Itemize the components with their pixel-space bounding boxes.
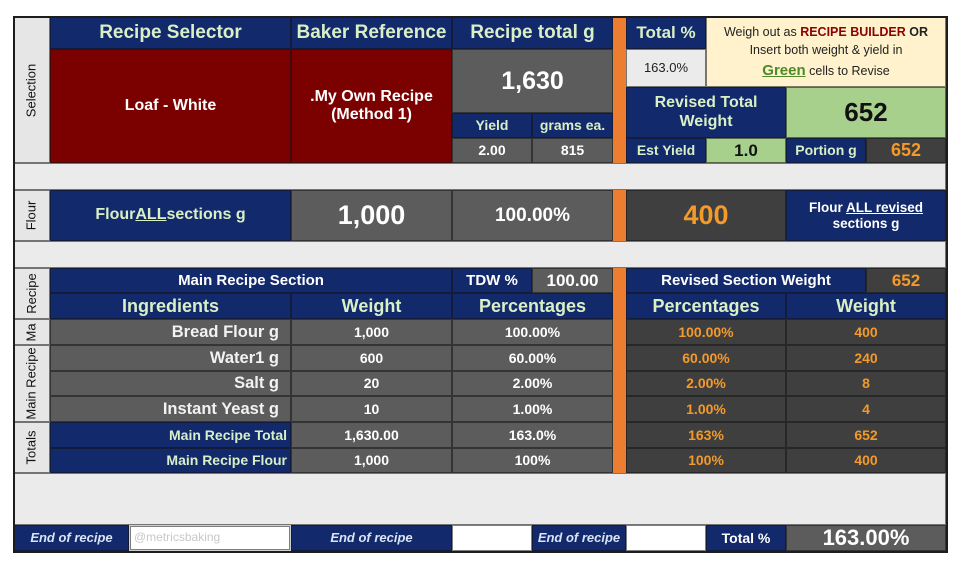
blank-cell: [452, 525, 532, 551]
ingredient-revised-weight: 240: [786, 345, 946, 371]
totals-weight: 1,630.00: [291, 422, 452, 448]
ingredient-revised-percent: 60.00%: [626, 345, 786, 371]
yield-label: Yield: [452, 113, 532, 138]
totals-revised-percent: 100%: [626, 448, 786, 473]
ma-side-label: Ma: [14, 319, 50, 345]
revised-section-weight-label: Revised Section Weight: [626, 268, 866, 293]
ingredient-percent: 2.00%: [452, 371, 613, 396]
totals-revised-percent: 163%: [626, 422, 786, 448]
ingredient-weight: 1,000: [291, 319, 452, 345]
est-yield-input[interactable]: 1.0: [706, 138, 786, 163]
ingredient-weight: 600: [291, 345, 452, 371]
orange-divider: [613, 17, 626, 163]
ingredient-revised-weight: 400: [786, 319, 946, 345]
ingredient-percent: 1.00%: [452, 396, 613, 422]
ingredient-name: Instant Yeast g: [50, 396, 291, 422]
spacer-row: [14, 163, 946, 190]
ingredient-weight: 20: [291, 371, 452, 396]
recipe-total-header: Recipe total g: [452, 17, 613, 49]
blank-cell: [626, 525, 706, 551]
col-percentages: Percentages: [452, 293, 613, 319]
instruction-note: Weigh out as RECIPE BUILDER OR Insert bo…: [706, 17, 946, 87]
ingredient-revised-weight: 4: [786, 396, 946, 422]
col-revised-percentages: Percentages: [626, 293, 786, 319]
revised-total-weight-label: Revised Total Weight: [626, 87, 786, 138]
totals-revised-weight: 652: [786, 422, 946, 448]
ingredient-percent: 100.00%: [452, 319, 613, 345]
recipe-total-value: 1,630: [452, 49, 613, 113]
revised-section-weight-value: 652: [866, 268, 946, 293]
revised-total-weight-input[interactable]: 652: [786, 87, 946, 138]
portion-label: Portion g: [786, 138, 866, 163]
orange-divider: [613, 190, 626, 241]
end-of-recipe-label: End of recipe: [532, 525, 626, 551]
spacer-row: [14, 473, 946, 525]
ingredient-weight: 10: [291, 396, 452, 422]
ingredient-name: Salt g: [50, 371, 291, 396]
grams-each-label: grams ea.: [532, 113, 613, 138]
tdw-label: TDW %: [452, 268, 532, 293]
ingredient-revised-weight: 8: [786, 371, 946, 396]
recipe-selector-header: Recipe Selector: [50, 17, 291, 49]
recipe-select-dropdown[interactable]: Loaf - White: [50, 49, 291, 163]
flour-revised-value: 400: [626, 190, 786, 241]
est-yield-label: Est Yield: [626, 138, 706, 163]
flour-revised-label: Flour ALL revised sections g: [786, 190, 946, 241]
totals-name: Main Recipe Flour: [50, 448, 291, 473]
totals-revised-weight: 400: [786, 448, 946, 473]
flour-all-percent: 100.00%: [452, 190, 613, 241]
flour-all-value: 1,000: [291, 190, 452, 241]
flour-all-sections-label: Flour ALL sections g: [50, 190, 291, 241]
footer-total-percent-value: 163.00%: [786, 525, 946, 551]
baker-reference-header: Baker Reference: [291, 17, 452, 49]
ingredient-revised-percent: 100.00%: [626, 319, 786, 345]
ingredient-percent: 60.00%: [452, 345, 613, 371]
watermark-text: @metricsbaking: [129, 525, 291, 551]
main-recipe-side-label: Main Recipe: [14, 345, 50, 422]
col-ingredients: Ingredients: [50, 293, 291, 319]
totals-side-label: Totals: [14, 422, 50, 473]
flour-side-label: Flour: [14, 190, 50, 241]
footer-total-percent-label: Total %: [706, 525, 786, 551]
totals-weight: 1,000: [291, 448, 452, 473]
total-percent-header: Total %: [626, 17, 706, 49]
recipe-side-label: Recipe: [14, 268, 50, 319]
totals-percent: 100%: [452, 448, 613, 473]
ingredient-name: Water1 g: [50, 345, 291, 371]
col-weight: Weight: [291, 293, 452, 319]
grams-each-value: 815: [532, 138, 613, 163]
col-revised-weight: Weight: [786, 293, 946, 319]
ingredient-revised-percent: 1.00%: [626, 396, 786, 422]
spacer-row: [14, 241, 946, 268]
totals-name: Main Recipe Total: [50, 422, 291, 448]
tdw-value: 100.00: [532, 268, 613, 293]
portion-value: 652: [866, 138, 946, 163]
end-of-recipe-label: End of recipe: [14, 525, 129, 551]
orange-divider: [613, 268, 626, 473]
baker-reference-value[interactable]: .My Own Recipe (Method 1): [291, 49, 452, 163]
main-section-title: Main Recipe Section: [50, 268, 452, 293]
totals-percent: 163.0%: [452, 422, 613, 448]
ingredient-revised-percent: 2.00%: [626, 371, 786, 396]
total-percent-value: 163.0%: [626, 49, 706, 87]
ingredient-name: Bread Flour g: [50, 319, 291, 345]
end-of-recipe-label: End of recipe: [291, 525, 452, 551]
yield-value: 2.00: [452, 138, 532, 163]
selection-side-label: Selection: [14, 17, 50, 163]
